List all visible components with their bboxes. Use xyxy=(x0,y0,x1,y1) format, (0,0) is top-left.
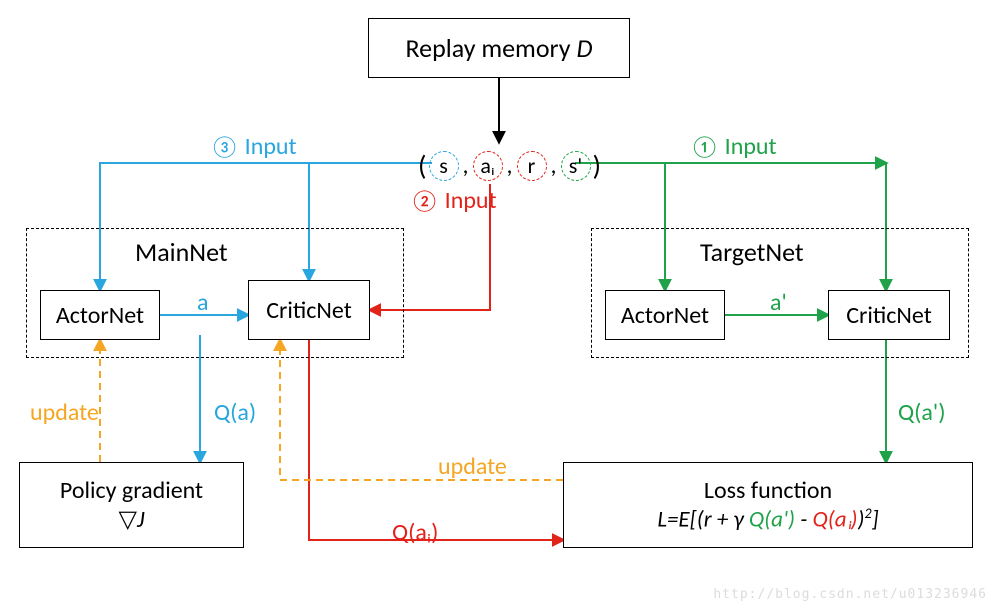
update-critic xyxy=(280,340,563,480)
policy-line2: ▽J xyxy=(118,505,144,534)
targetnet-label: TargetNet xyxy=(700,236,804,268)
input2-label: ② Input xyxy=(410,186,497,215)
update1-label: update xyxy=(30,398,99,427)
tuple-comma-1: , xyxy=(507,151,513,180)
input1-label: ① Input xyxy=(690,132,777,161)
critic-tgt-box: CriticNet xyxy=(828,290,950,340)
qa-label: Q(a) xyxy=(214,398,256,427)
tuple-close: ) xyxy=(593,148,602,183)
update2-label: update xyxy=(438,452,507,481)
loss-line1: Loss function xyxy=(704,476,832,505)
a-tgt-label: a' xyxy=(770,288,787,317)
qa-tgt-label: Q(a') xyxy=(898,398,946,427)
qai-label: Q(aᵢ) xyxy=(392,518,438,547)
tuple-sprime: s' xyxy=(561,151,591,181)
tuple-open: ( xyxy=(418,148,427,183)
tuple-r: r xyxy=(517,151,547,181)
replay-memory-box: Replay memory D xyxy=(368,18,630,78)
policy-line1: Policy gradient xyxy=(60,476,203,505)
actor-tgt-box: ActorNet xyxy=(605,290,725,340)
tuple-ai: aᵢ xyxy=(473,151,503,181)
red-to-loss xyxy=(309,340,563,540)
input3-label: ③ Input xyxy=(210,132,297,161)
watermark: http://blog.csdn.net/u013236946 xyxy=(713,587,987,602)
tuple-comma-0: , xyxy=(463,151,469,180)
tuple-s: s xyxy=(429,151,459,181)
policy-gradient-box: Policy gradient ▽J xyxy=(19,462,244,548)
loss-formula: L=E[(r + γ Q(a') - Q(aᵢ))2] xyxy=(657,505,878,534)
sample-tuple: ( s , aᵢ , r , s' ) xyxy=(418,148,601,183)
replay-label: Replay memory xyxy=(406,32,571,64)
mainnet-label: MainNet xyxy=(135,236,228,268)
replay-var: D xyxy=(577,32,593,64)
a-main-label: a xyxy=(197,288,209,317)
actor-main-box: ActorNet xyxy=(40,290,160,340)
tuple-comma-2: , xyxy=(551,151,557,180)
loss-function-box: Loss function L=E[(r + γ Q(a') - Q(aᵢ))2… xyxy=(563,462,973,548)
critic-main-box: CriticNet xyxy=(248,280,370,340)
